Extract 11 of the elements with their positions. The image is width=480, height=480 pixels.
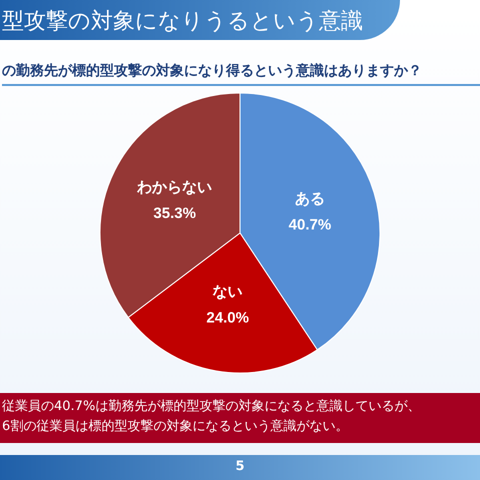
data-label: 24.0% <box>206 309 249 326</box>
text: 従業員の40.7%は勤務先が標的型攻撃の対象になると意識しているが、 <box>2 398 422 416</box>
data-label: 35.3% <box>153 204 196 222</box>
text: 6割の従業員は標的型攻撃の対象になるという意識がない。 <box>2 418 350 436</box>
slice-label: ある <box>294 190 325 208</box>
chart-title: 型攻撃の対象になりうるという意識 <box>2 8 363 36</box>
slice-label: ない <box>212 283 243 300</box>
chart-subtitle: の勤務先が標的型攻撃の対象になり得るという意識はありますか？ <box>2 62 480 86</box>
slice-label: わからない <box>136 178 212 196</box>
text: 5 <box>234 459 246 474</box>
data-label: 40.7% <box>288 216 332 234</box>
